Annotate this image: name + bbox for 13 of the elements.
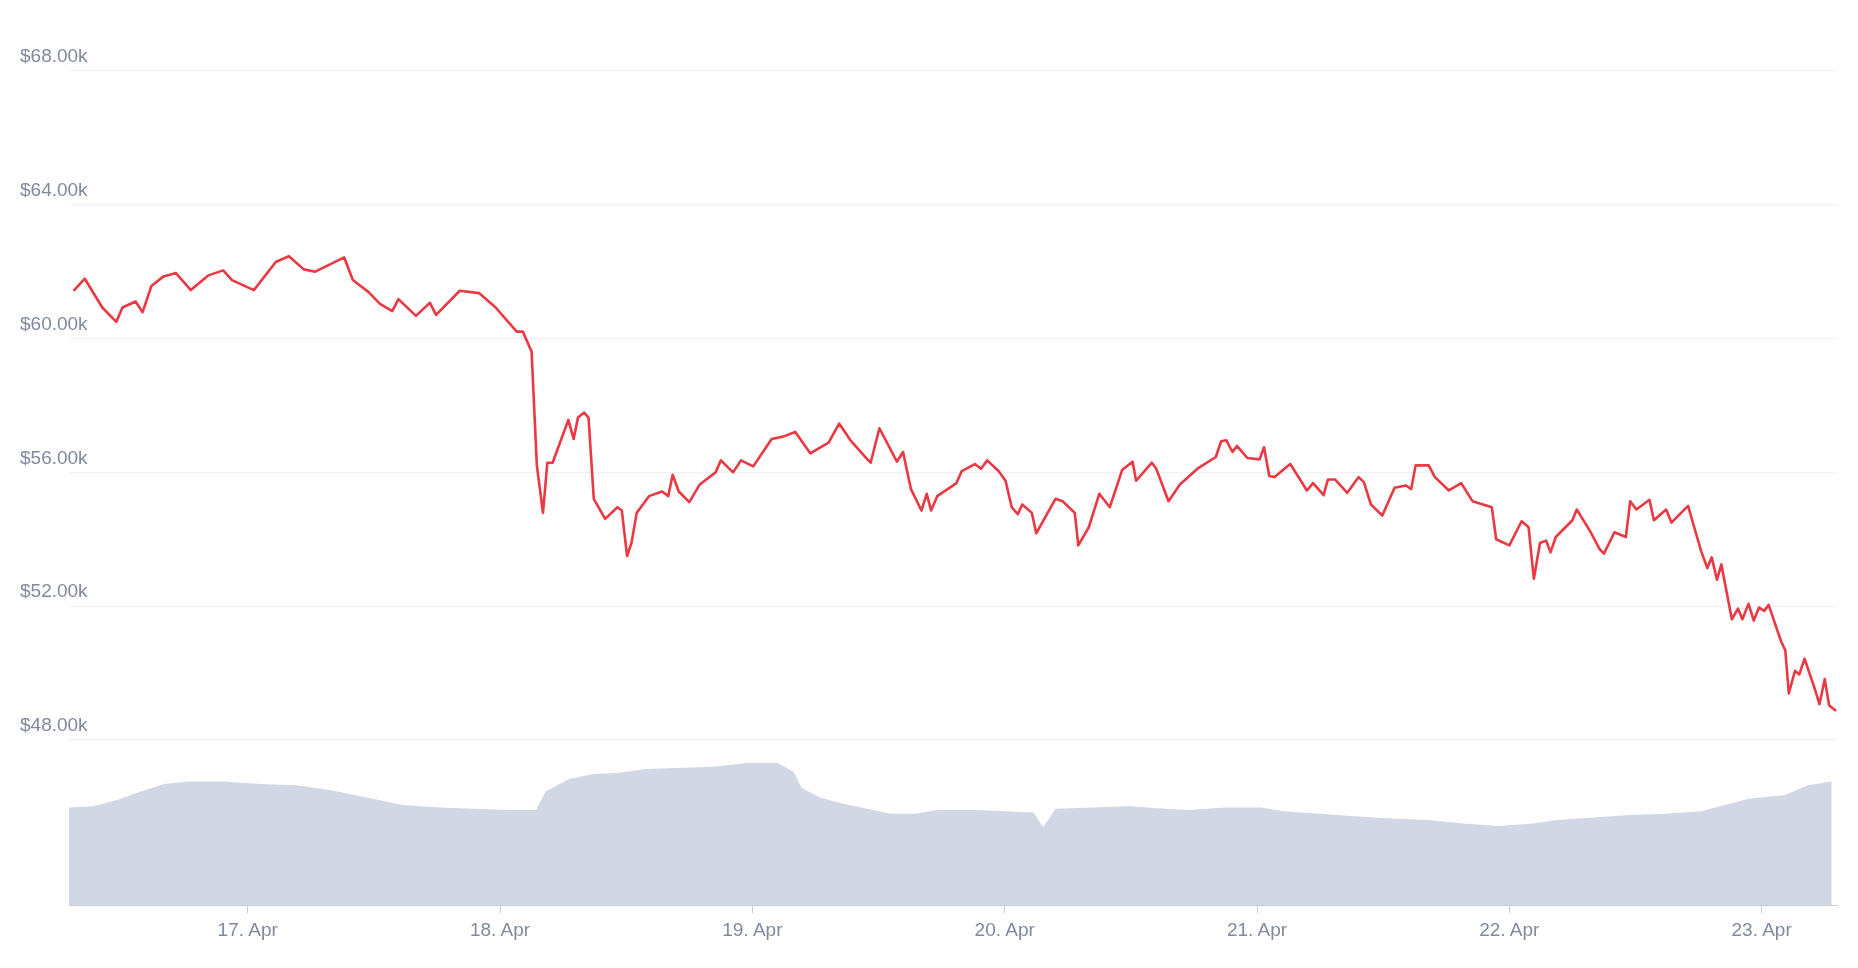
y-tick-label: $56.00k [20, 446, 89, 468]
x-tick-label: 19. Apr [722, 918, 784, 940]
y-tick-label: $68.00k [20, 45, 89, 67]
y-tick-label: $52.00k [20, 580, 89, 602]
y-tick-label: $48.00k [20, 714, 89, 736]
y-tick-label: $60.00k [20, 312, 89, 334]
x-tick-label: 21. Apr [1226, 918, 1288, 940]
x-tick-label: 18. Apr [469, 918, 531, 940]
x-tick-label: 20. Apr [974, 918, 1036, 940]
x-tick-label: 22. Apr [1479, 918, 1541, 940]
x-tick-label: 23. Apr [1731, 918, 1793, 940]
y-tick-label: $64.00k [20, 179, 89, 201]
x-tick-label: 17. Apr [217, 918, 279, 940]
